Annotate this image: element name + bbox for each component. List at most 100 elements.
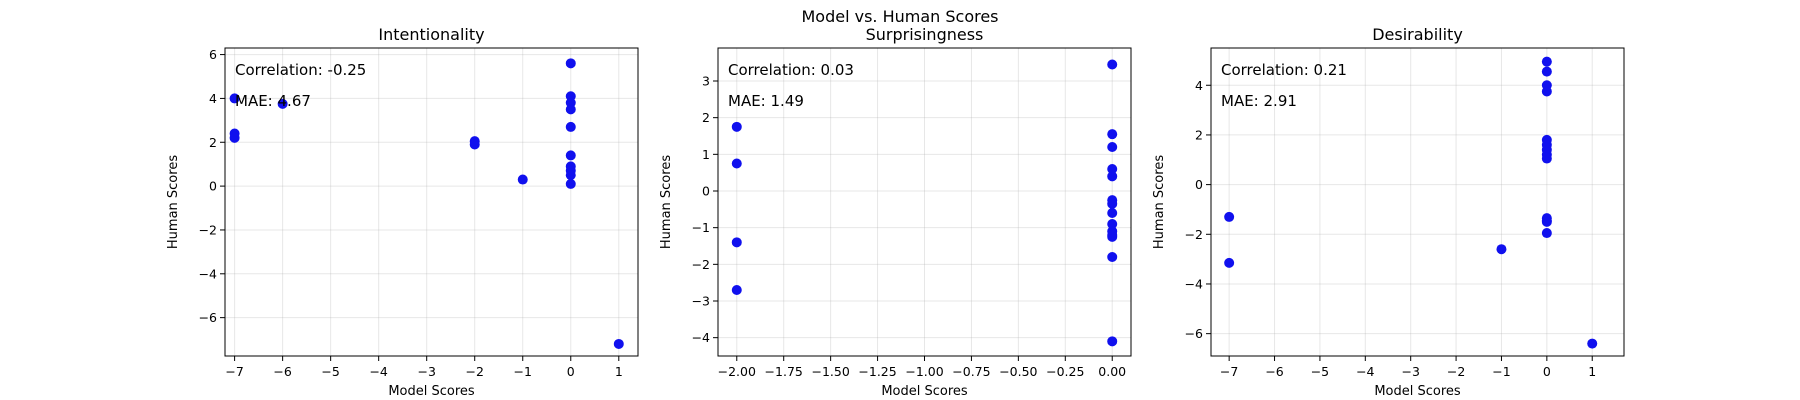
x-tick-label: −5 [321, 364, 339, 379]
x-tick-label: 1 [1588, 364, 1596, 379]
correlation-annotation: Correlation: 0.03 [728, 61, 854, 79]
x-tick-label: −4 [1356, 364, 1374, 379]
x-axis-label: Model Scores [388, 384, 475, 399]
x-tick-label: −1.50 [811, 364, 849, 379]
data-point [731, 285, 742, 295]
data-point [1107, 129, 1118, 140]
x-tick-label: 1 [615, 364, 623, 379]
figure-suptitle: Model vs. Human Scores [801, 7, 998, 26]
data-point [1224, 211, 1235, 222]
data-point [731, 237, 742, 248]
data-point [1541, 56, 1552, 67]
panel-title: Intentionality [378, 25, 484, 44]
y-axis-label: Human Scores [1152, 155, 1167, 249]
y-tick-label: −2 [1185, 227, 1203, 242]
data-point [1496, 244, 1507, 255]
x-tick-label: −6 [273, 364, 291, 379]
data-point [1541, 216, 1552, 227]
x-tick-label: 0 [1543, 364, 1551, 379]
y-tick-label: 6 [209, 47, 217, 62]
y-tick-label: −6 [1185, 326, 1203, 341]
x-tick-label: −1.00 [905, 364, 943, 379]
data-point [1107, 171, 1118, 182]
x-tick-label: −0.75 [952, 364, 990, 379]
y-tick-label: 1 [702, 147, 710, 162]
data-point [731, 158, 742, 169]
data-point [229, 93, 240, 104]
mae-annotation: MAE: 4.67 [235, 92, 311, 110]
x-tick-label: −1 [514, 364, 532, 379]
correlation-annotation: Correlation: -0.25 [235, 61, 366, 79]
data-point [1541, 228, 1552, 239]
y-tick-label: −6 [199, 310, 217, 325]
data-point [229, 132, 240, 143]
data-point [565, 104, 576, 115]
points-intentionality [229, 58, 624, 349]
y-tick-label: 2 [209, 135, 217, 150]
x-tick-label: −1.75 [765, 364, 803, 379]
y-tick-label: −2 [199, 222, 217, 237]
panel-title: Surprisingness [866, 25, 984, 44]
panel-intentionality: −7 −6 −5 −4 −3 −2 −1 0 1 −6 −4 −2 0 2 4 6 Correlation: -… [166, 25, 639, 399]
data-point [1107, 142, 1118, 152]
panel-desirability: −7 −6 −5 −4 −3 −2 −1 0 1 −6 −4 −2 0 2 4 Correlation: 0.… [1152, 25, 1625, 399]
data-point [1541, 86, 1552, 97]
x-tick-label: −1.25 [858, 364, 896, 379]
data-point [1107, 164, 1118, 174]
y-tick-label: −4 [199, 266, 217, 281]
data-point [1107, 219, 1118, 229]
plot-frame [1210, 47, 1625, 357]
panel-surprisingness: −2.00 −1.75 −1.50 −1.25 −1.00 −0.75 −0.50 −0.25… [659, 25, 1132, 399]
y-axis-label: Human Scores [166, 155, 181, 249]
x-tick-label: −3 [417, 364, 435, 379]
x-tick-label: −4 [369, 364, 387, 379]
x-tick-label: −3 [1401, 364, 1419, 379]
y-tick-label: 3 [702, 74, 710, 89]
x-tick-label: −1 [1492, 364, 1510, 379]
data-point [1587, 338, 1598, 349]
y-tick-label: −4 [692, 330, 710, 345]
data-point [565, 178, 576, 189]
data-point [1107, 59, 1118, 70]
data-point [565, 170, 576, 181]
mae-annotation: MAE: 1.49 [728, 92, 804, 110]
data-point [1107, 252, 1118, 262]
y-tick-label: −4 [1185, 276, 1203, 291]
x-tick-label: −2.00 [718, 364, 756, 379]
points-desirability [1224, 56, 1598, 349]
data-point [1541, 153, 1552, 164]
x-tick-label: −2 [466, 364, 484, 379]
data-point [565, 150, 576, 161]
plot-frame [717, 47, 1132, 357]
x-tick-label: −5 [1311, 364, 1329, 379]
x-tick-label: −0.50 [999, 364, 1037, 379]
x-tick-label: −7 [1220, 364, 1238, 379]
correlation-annotation: Correlation: 0.21 [1221, 61, 1347, 79]
x-tick-label: 0.00 [1098, 364, 1126, 379]
data-point [1541, 66, 1552, 77]
data-point [1224, 257, 1235, 268]
data-point [565, 58, 576, 69]
y-tick-label: −2 [692, 257, 710, 272]
x-axis-label: Model Scores [1374, 384, 1461, 399]
plot-frame [224, 47, 639, 357]
y-tick-label: 4 [1195, 78, 1203, 93]
y-tick-label: 0 [1195, 177, 1203, 192]
points-surprisingness [731, 59, 1118, 347]
data-point [731, 121, 742, 132]
y-tick-label: 4 [209, 91, 217, 106]
y-axis-label: Human Scores [659, 155, 674, 249]
data-point [1107, 208, 1118, 218]
y-tick-label: 2 [1195, 127, 1203, 142]
mae-annotation: MAE: 2.91 [1221, 92, 1297, 110]
x-tick-label: −7 [225, 364, 243, 379]
x-tick-label: −2 [1447, 364, 1465, 379]
x-tick-label: −0.25 [1046, 364, 1084, 379]
y-tick-label: 0 [209, 179, 217, 194]
data-point [1107, 231, 1118, 242]
data-point [517, 174, 528, 185]
y-tick-label: −3 [692, 294, 710, 309]
data-point [1107, 198, 1118, 209]
